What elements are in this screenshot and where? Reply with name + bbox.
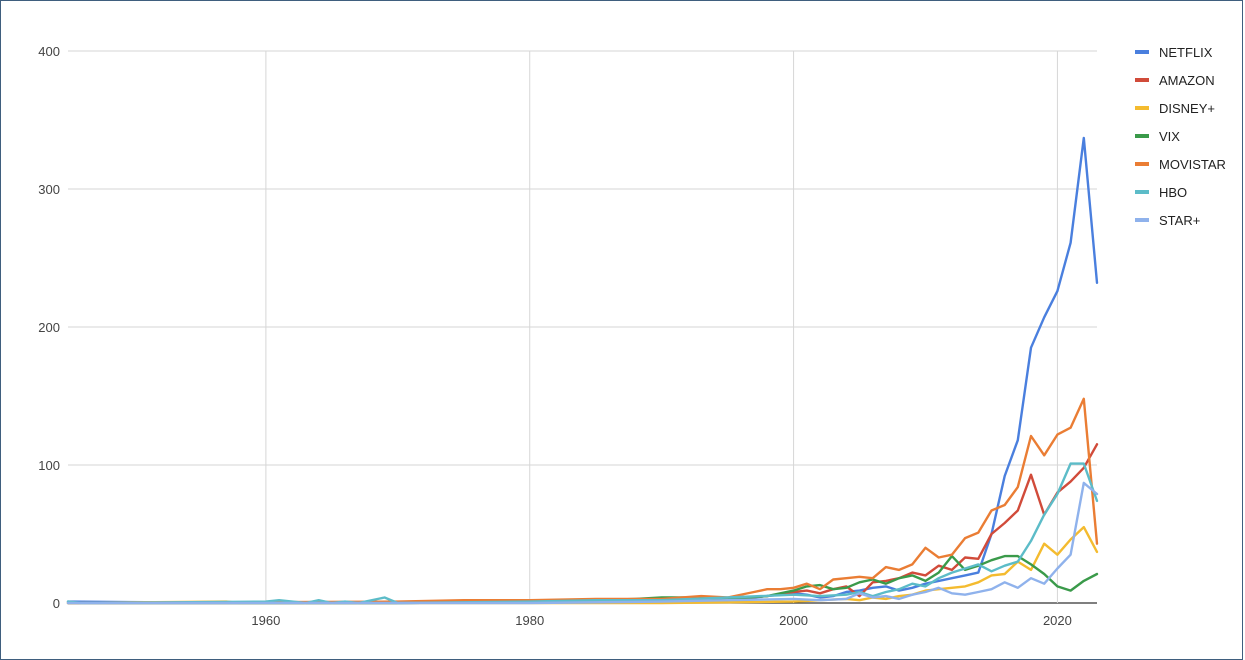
y-axis-tick-labels: 0 100 200 300 400 xyxy=(38,44,60,611)
x-tick-label: 2000 xyxy=(779,613,808,628)
x-tick-label: 1960 xyxy=(251,613,280,628)
y-tick-label: 0 xyxy=(53,596,60,611)
y-tick-label: 300 xyxy=(38,182,60,197)
legend-label-vix: VIX xyxy=(1159,129,1180,144)
legend-swatch-hbo xyxy=(1135,190,1149,194)
legend-label-hbo: HBO xyxy=(1159,185,1187,200)
legend-swatch-star- xyxy=(1135,218,1149,222)
legend-swatch-disney- xyxy=(1135,106,1149,110)
x-tick-label: 2020 xyxy=(1043,613,1072,628)
x-tick-label: 1980 xyxy=(515,613,544,628)
legend-swatch-amazon xyxy=(1135,78,1149,82)
legend-label-movistar: MOVISTAR xyxy=(1159,157,1226,172)
series-line-disney- xyxy=(66,525,1099,605)
legend-swatch-movistar xyxy=(1135,162,1149,166)
legend-label-disney-: DISNEY+ xyxy=(1159,101,1215,116)
series-lines xyxy=(66,136,1099,605)
y-tick-label: 200 xyxy=(38,320,60,335)
series-line-netflix xyxy=(66,136,1099,605)
legend-swatch-netflix xyxy=(1135,50,1149,54)
legend-swatch-vix xyxy=(1135,134,1149,138)
legend-label-netflix: NETFLIX xyxy=(1159,45,1213,60)
y-tick-label: 400 xyxy=(38,44,60,59)
legend-label-star-: STAR+ xyxy=(1159,213,1200,228)
y-tick-label: 100 xyxy=(38,458,60,473)
series-line-star- xyxy=(66,481,1099,605)
x-axis-tick-labels: 1960 1980 2000 2020 xyxy=(251,613,1071,628)
legend-label-amazon: AMAZON xyxy=(1159,73,1215,88)
series-line-hbo xyxy=(66,462,1099,605)
legend: NETFLIX AMAZON DISNEY+ VIX MOVISTAR HBO STAR+ xyxy=(1135,45,1226,228)
gridlines xyxy=(68,50,1097,604)
series-line-movistar xyxy=(66,397,1099,605)
